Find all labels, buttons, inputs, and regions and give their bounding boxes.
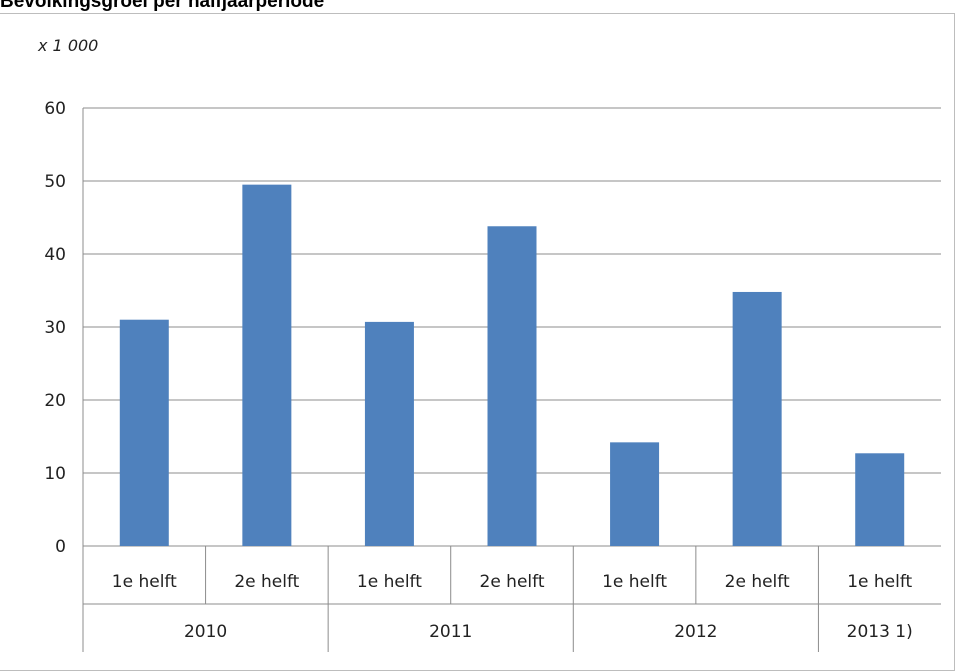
x-category-label: 1e helft [357,572,422,592]
y-tick-label: 50 [44,172,66,192]
y-tick-label: 30 [44,318,66,338]
x-category-label: 2e helft [480,572,545,592]
chart-title: Bevolkingsgroei per halfjaarperiode [0,0,325,12]
x-group-label: 2012 [674,622,717,642]
bar [242,184,292,546]
y-tick-label: 40 [44,245,66,265]
x-category-label: 1e helft [602,572,667,592]
x-group-label: 2010 [184,622,227,642]
y-tick-label: 10 [44,464,66,484]
x-category-label: 2e helft [725,572,790,592]
y-unit-label: x 1 000 [38,36,99,55]
bar [364,321,414,546]
x-group-label: 2013 1) [847,622,913,642]
y-tick-label: 20 [44,391,66,411]
x-group-label: 2011 [429,622,472,642]
x-category-label: 1e helft [847,572,912,592]
x-category-label: 1e helft [112,572,177,592]
x-category-label: 2e helft [234,572,299,592]
bar [732,291,782,546]
y-tick-label: 60 [44,99,66,119]
bar [610,442,660,546]
chart-frame [0,13,955,671]
y-tick-label: 0 [55,537,66,557]
bar [855,453,905,546]
bar [119,319,169,546]
bar [487,226,537,546]
